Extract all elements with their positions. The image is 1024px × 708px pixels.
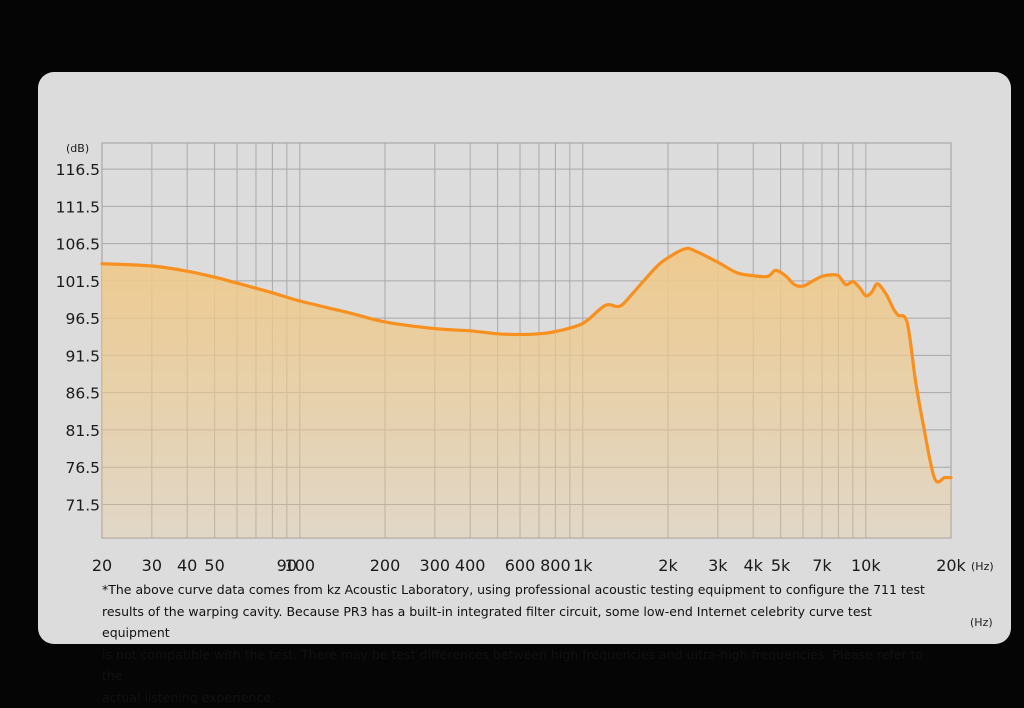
x-tick-label: 90 (277, 556, 297, 575)
y-tick-label: 86.5 (65, 385, 100, 403)
y-tick-label: 76.5 (65, 459, 100, 477)
x-tick-label: 3k (708, 556, 728, 575)
y-tick-label: 101.5 (56, 273, 100, 291)
y-tick-label: 71.5 (65, 496, 100, 514)
x-tick-label: 2k (658, 556, 678, 575)
frequency-response-area (102, 248, 951, 538)
frequency-response-chart: 116.5 111.5 106.5 101.5 96.5 91.5 86.5 81.5 76.5… (56, 142, 994, 575)
x-tick-label: 10k (851, 556, 881, 575)
y-tick-label: 91.5 (65, 347, 100, 365)
y-tick-label: 96.5 (65, 310, 100, 328)
x-unit-label: (Hz) (971, 560, 994, 573)
y-tick-label: 81.5 (65, 422, 100, 440)
x-tick-label: 100 (285, 556, 316, 575)
x-tick-label: 30 (142, 556, 162, 575)
x-tick-label: 300 (420, 556, 451, 575)
y-tick-label: 116.5 (56, 161, 100, 179)
y-tick-label: 106.5 (56, 236, 100, 254)
x-tick-label: 200 (370, 556, 401, 575)
x-tick-label: 40 (177, 556, 197, 575)
hz-unit-note: (Hz) (970, 616, 993, 629)
y-unit-label: (dB) (66, 142, 89, 155)
x-tick-label: 5k (771, 556, 791, 575)
x-tick-label: 800 (540, 556, 571, 575)
y-tick-label: 111.5 (56, 198, 100, 216)
x-tick-label: 600 (505, 556, 536, 575)
x-tick-label: 20 (92, 556, 112, 575)
x-tick-label: 7k (812, 556, 832, 575)
x-tick-label: 4k (743, 556, 763, 575)
x-tick-label: 1k (573, 556, 593, 575)
frequency-response-line (100, 246, 953, 484)
x-tick-label: 20k (936, 556, 966, 575)
x-tick-label: 50 (204, 556, 224, 575)
x-tick-label: 400 (455, 556, 486, 575)
axis-labels: 116.5 111.5 106.5 101.5 96.5 91.5 86.5 81.5 76.5… (56, 142, 994, 575)
measurement-footnote: *The above curve data comes from kz Acou… (102, 582, 925, 705)
